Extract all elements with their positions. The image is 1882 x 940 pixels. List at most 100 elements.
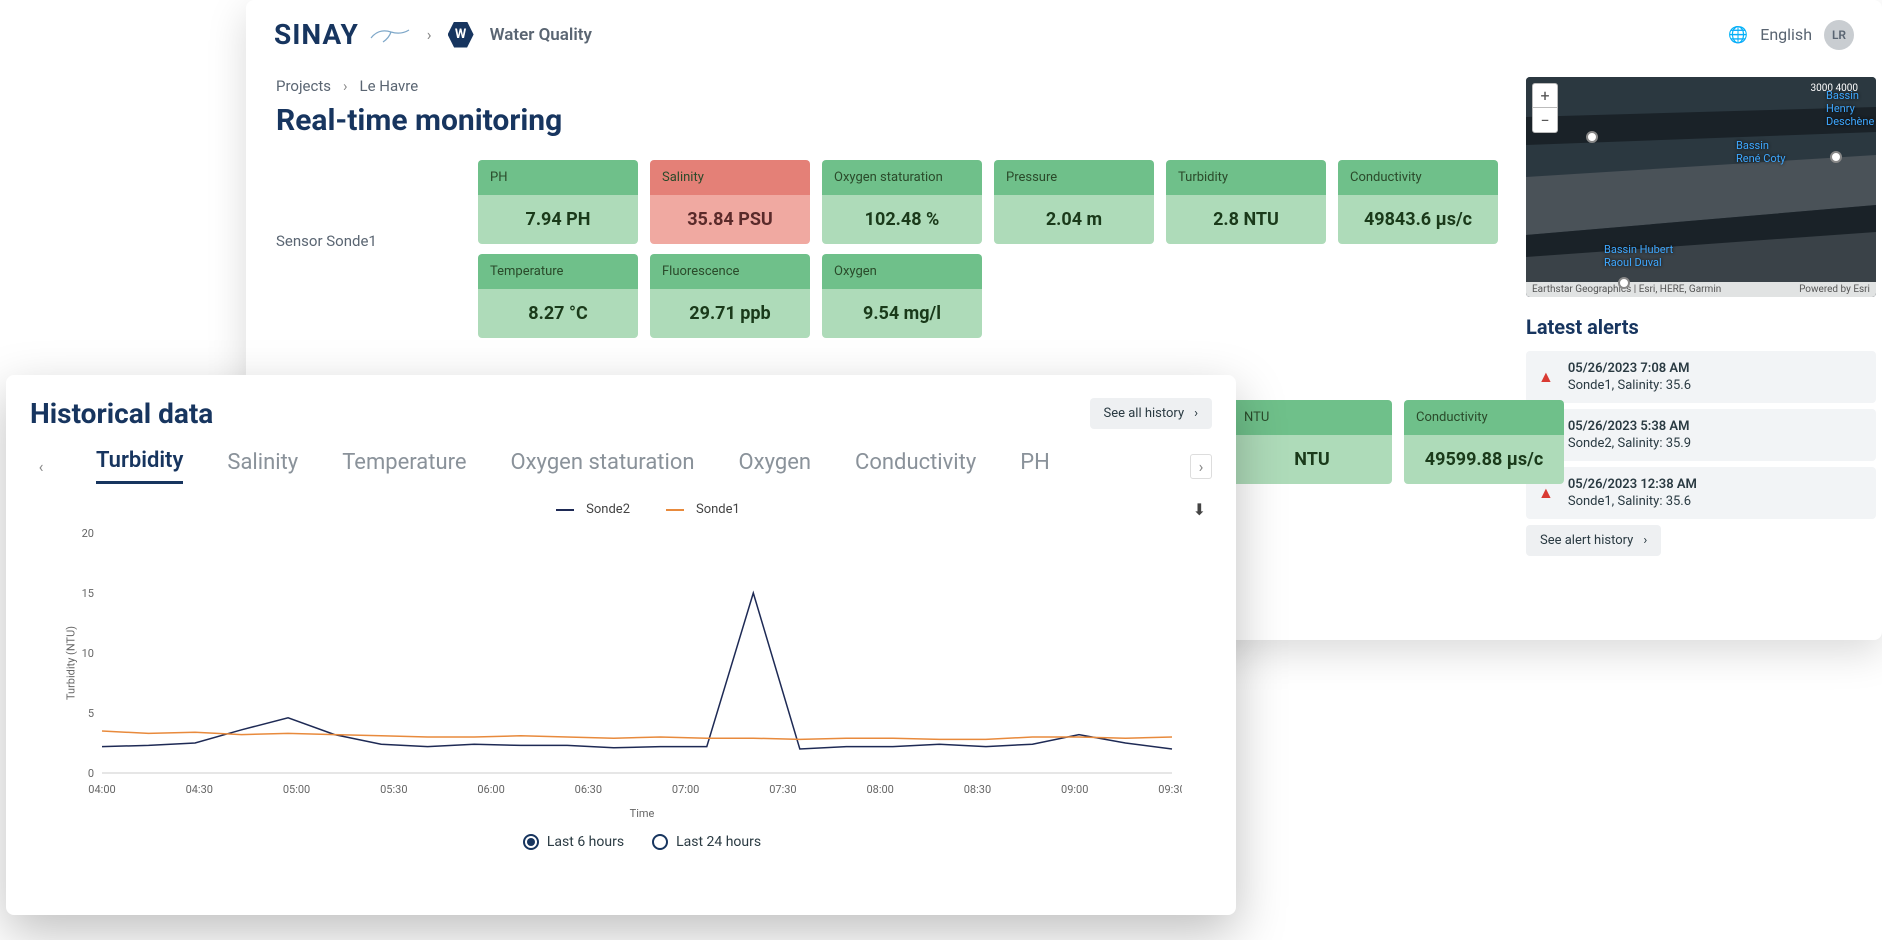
svg-text:05:00: 05:00 xyxy=(283,783,310,796)
see-all-history-button[interactable]: See all history› xyxy=(1090,398,1213,429)
language-label[interactable]: English xyxy=(1760,25,1812,44)
kpi-label: Pressure xyxy=(994,160,1154,195)
alert-item[interactable]: ▲︎05/26/2023 12:38 AMSonde1, Salinity: 3… xyxy=(1526,467,1876,519)
radio-last-6-hours[interactable]: Last 6 hours xyxy=(523,834,624,850)
kpi-temperature[interactable]: Temperature8.27 °C xyxy=(478,254,638,338)
kpi-oxygen[interactable]: Oxygen9.54 mg/l xyxy=(822,254,982,338)
alerts-title: Latest alerts xyxy=(1526,315,1876,339)
sensor-label: Sensor Sonde1 xyxy=(276,160,466,250)
svg-text:08:30: 08:30 xyxy=(964,783,991,796)
tab-prev-button[interactable]: ‹ xyxy=(30,457,52,476)
svg-text:10: 10 xyxy=(82,647,94,660)
alert-item[interactable]: ▲︎05/26/2023 5:38 AMSonde2, Salinity: 35… xyxy=(1526,409,1876,461)
map-label: BassinHenryDeschène xyxy=(1826,89,1874,128)
page-title: Real-time monitoring xyxy=(276,103,1498,138)
logo[interactable]: SINAY xyxy=(274,18,411,51)
svg-text:08:00: 08:00 xyxy=(866,783,893,796)
breadcrumb-location[interactable]: Le Havre xyxy=(360,77,419,95)
kpi-peek: NTUNTU xyxy=(1232,400,1392,484)
svg-text:04:00: 04:00 xyxy=(88,783,115,796)
alerts-panel: Latest alerts ▲︎05/26/2023 7:08 AMSonde1… xyxy=(1526,315,1876,556)
topbar: SINAY › W Water Quality 🌐 English LR xyxy=(246,0,1882,69)
time-range-radios: Last 6 hours Last 24 hours xyxy=(72,834,1212,850)
svg-text:0: 0 xyxy=(88,767,94,780)
map-marker[interactable] xyxy=(1618,277,1630,289)
kpi-label: Salinity xyxy=(650,160,810,195)
chevron-right-icon: › xyxy=(1643,533,1647,548)
kpi-peek: NTUNTUConductivity49599.88 µs/c xyxy=(1232,400,1564,484)
breadcrumb-projects[interactable]: Projects xyxy=(276,77,331,95)
x-axis-label: Time xyxy=(72,807,1212,820)
kpi-label: Oxygen xyxy=(822,254,982,289)
breadcrumb: Projects › Le Havre xyxy=(276,77,1498,95)
map-zoom-controls: + − xyxy=(1532,83,1558,133)
avatar[interactable]: LR xyxy=(1824,20,1854,50)
map[interactable]: + − 3000 4000 Earthstar Geographics | Es… xyxy=(1526,77,1876,297)
kpi-label: PH xyxy=(478,160,638,195)
download-icon[interactable]: ⬇︎ xyxy=(1193,500,1206,519)
svg-text:20: 20 xyxy=(82,527,94,540)
svg-text:06:30: 06:30 xyxy=(575,783,602,796)
historical-title: Historical data xyxy=(30,397,213,430)
kpi-label: Turbidity xyxy=(1166,160,1326,195)
tab-conductivity[interactable]: Conductivity xyxy=(855,450,976,483)
svg-text:15: 15 xyxy=(82,587,94,600)
alert-item[interactable]: ▲︎05/26/2023 7:08 AMSonde1, Salinity: 35… xyxy=(1526,351,1876,403)
historical-card: Historical data See all history› ‹ Turbi… xyxy=(6,375,1236,915)
kpi-value: 29.71 ppb xyxy=(650,289,810,338)
kpi-peek: Conductivity49599.88 µs/c xyxy=(1404,400,1564,484)
kpi-oxygen-staturation[interactable]: Oxygen staturation102.48 % xyxy=(822,160,982,244)
app-badge-icon: W xyxy=(448,22,474,48)
chevron-right-icon: › xyxy=(427,25,432,44)
map-marker[interactable] xyxy=(1830,151,1842,163)
radio-last-24-hours[interactable]: Last 24 hours xyxy=(652,834,761,850)
kpi-value: 7.94 PH xyxy=(478,195,638,244)
kpi-ph[interactable]: PH7.94 PH xyxy=(478,160,638,244)
kpi-pressure[interactable]: Pressure2.04 m xyxy=(994,160,1154,244)
kpi-value: 35.84 PSU xyxy=(650,195,810,244)
svg-text:07:30: 07:30 xyxy=(769,783,796,796)
kpi-label: Temperature xyxy=(478,254,638,289)
globe-icon[interactable]: 🌐 xyxy=(1728,25,1748,44)
chart-legend: Sonde2Sonde1 xyxy=(72,502,1212,517)
kpi-fluorescence[interactable]: Fluorescence29.71 ppb xyxy=(650,254,810,338)
svg-text:04:30: 04:30 xyxy=(186,783,213,796)
svg-text:5: 5 xyxy=(88,707,94,720)
tab-ph[interactable]: PH xyxy=(1020,450,1050,483)
chevron-right-icon: › xyxy=(343,77,348,95)
kpi-label: Conductivity xyxy=(1338,160,1498,195)
kpi-grid: PH7.94 PHSalinity35.84 PSUOxygen statura… xyxy=(478,160,1498,348)
kpi-label: Fluorescence xyxy=(650,254,810,289)
tab-turbidity[interactable]: Turbidity xyxy=(96,448,183,484)
kpi-value: 2.04 m xyxy=(994,195,1154,244)
tab-oxygen-staturation[interactable]: Oxygen staturation xyxy=(511,450,695,483)
chevron-right-icon: › xyxy=(1194,406,1198,421)
map-marker[interactable] xyxy=(1586,131,1598,143)
kpi-turbidity[interactable]: Turbidity2.8 NTU xyxy=(1166,160,1326,244)
map-label: Bassin HubertRaoul Duval xyxy=(1604,243,1673,269)
svg-text:07:00: 07:00 xyxy=(672,783,699,796)
tab-temperature[interactable]: Temperature xyxy=(342,450,466,483)
tab-next-button[interactable]: › xyxy=(1190,454,1212,479)
app-title: Water Quality xyxy=(490,25,592,45)
svg-text:06:00: 06:00 xyxy=(477,783,504,796)
zoom-in-button[interactable]: + xyxy=(1533,84,1557,108)
svg-text:05:30: 05:30 xyxy=(380,783,407,796)
zoom-out-button[interactable]: − xyxy=(1533,108,1557,132)
chart: Turbidity (NTU) 0510152004:0004:3005:000… xyxy=(72,523,1182,803)
svg-text:09:30: 09:30 xyxy=(1158,783,1182,796)
tabs: ‹ Turbidity Salinity Temperature Oxygen sta… xyxy=(30,448,1212,484)
tab-salinity[interactable]: Salinity xyxy=(227,450,298,483)
kpi-value: 102.48 % xyxy=(822,195,982,244)
map-attribution: Earthstar Geographics | Esri, HERE, Garm… xyxy=(1526,282,1876,297)
tab-oxygen[interactable]: Oxygen xyxy=(739,450,812,483)
kpi-label: Oxygen staturation xyxy=(822,160,982,195)
kpi-conductivity[interactable]: Conductivity49843.6 µs/c xyxy=(1338,160,1498,244)
kpi-value: 49843.6 µs/c xyxy=(1338,195,1498,244)
warning-icon: ▲︎ xyxy=(1538,483,1554,503)
kpi-value: 2.8 NTU xyxy=(1166,195,1326,244)
kpi-salinity[interactable]: Salinity35.84 PSU xyxy=(650,160,810,244)
see-alert-history-button[interactable]: See alert history› xyxy=(1526,525,1661,556)
map-label: BassinRené Coty xyxy=(1736,139,1785,165)
kpi-value: 8.27 °C xyxy=(478,289,638,338)
